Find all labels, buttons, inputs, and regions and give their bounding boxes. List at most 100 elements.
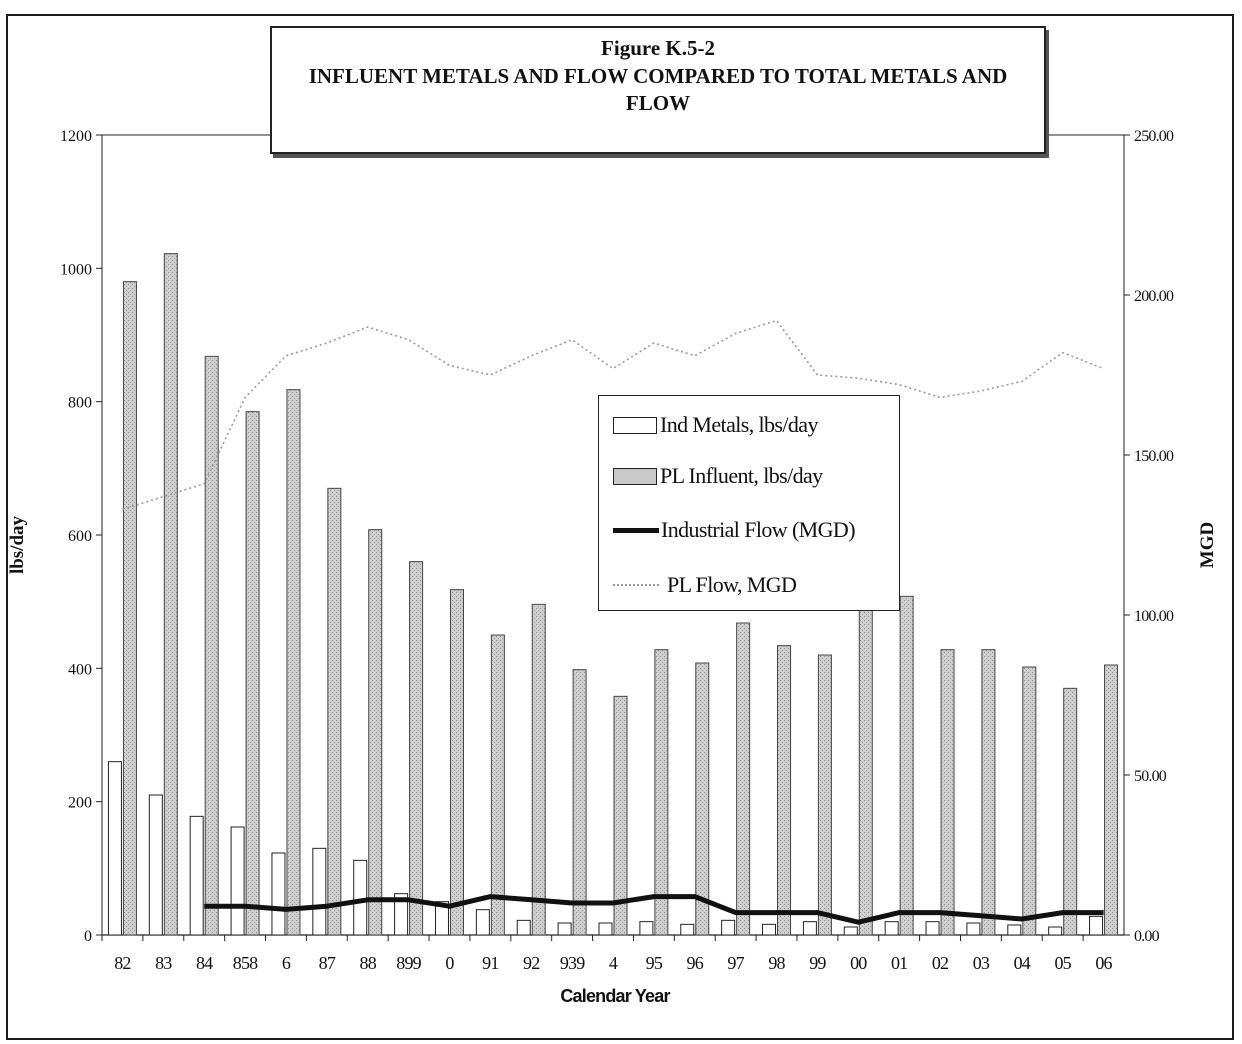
- legend-swatch-industrial-flow: [613, 527, 659, 533]
- x-tick-label: 04: [1014, 953, 1031, 973]
- legend-label-industrial-flow: Industrial Flow (MGD): [661, 517, 856, 542]
- x-tick-label: 4: [609, 953, 618, 973]
- y2-tick-label: 250.00: [1134, 128, 1174, 145]
- x-tick-label: 91: [482, 953, 498, 973]
- y-tick-label: 800: [68, 395, 92, 412]
- bar-ind-metals: [353, 859, 368, 936]
- bar-pl-influent: [286, 389, 301, 936]
- bar-pl-influent: [981, 649, 996, 936]
- bar-pl-influent: [531, 603, 546, 936]
- x-tick-label: 00: [850, 953, 867, 973]
- bar-pl-influent: [1104, 664, 1119, 936]
- x-tick-label: 99: [809, 953, 826, 973]
- bar-ind-metals: [1089, 915, 1104, 936]
- line-industrial-flow: [204, 894, 1104, 925]
- x-tick-label: 98: [768, 953, 785, 973]
- bar-pl-influent: [940, 649, 955, 936]
- bar-pl-influent: [1022, 666, 1037, 936]
- x-tick-label: 87: [319, 953, 336, 973]
- x-tick-label: 95: [646, 953, 663, 973]
- bar-ind-metals: [762, 923, 777, 936]
- x-tick-label: 899: [396, 953, 421, 973]
- bar-pl-influent: [368, 529, 383, 936]
- bar-pl-influent: [899, 595, 914, 936]
- bar-ind-metals: [680, 923, 695, 936]
- legend-swatch-ind-metals: [613, 416, 657, 434]
- y-tick-label: 0: [84, 928, 92, 945]
- bar-ind-metals: [230, 826, 245, 936]
- bar-ind-metals: [1048, 926, 1063, 936]
- bar-pl-influent: [572, 669, 587, 936]
- bar-ind-metals: [1007, 924, 1022, 936]
- y-tick-label: 1200: [60, 128, 92, 145]
- y2-axis-title: MGD: [1197, 521, 1218, 569]
- bar-pl-influent: [122, 281, 137, 936]
- x-tick-label: 05: [1054, 953, 1071, 973]
- bar-pl-influent: [409, 561, 424, 936]
- legend-item-pl-flow: PL Flow, MGD: [613, 570, 797, 600]
- x-tick-label: 96: [687, 953, 704, 973]
- bar-ind-metals: [843, 926, 858, 936]
- bar-pl-influent: [858, 609, 873, 936]
- chart-title-line1: Figure K.5-2: [601, 36, 715, 60]
- bar-pl-influent: [736, 622, 751, 936]
- legend-swatch-pl-influent: [613, 467, 657, 485]
- x-tick-label: 82: [114, 953, 130, 973]
- bar-pl-influent: [163, 253, 178, 936]
- x-tick-label: 83: [155, 953, 172, 973]
- y2-tick-label: 200.00: [1134, 288, 1174, 305]
- bar-ind-metals: [107, 761, 122, 936]
- legend-label-pl-influent: PL Influent, lbs/day: [660, 463, 823, 488]
- bar-pl-influent: [204, 355, 219, 936]
- x-tick-label: 03: [973, 953, 990, 973]
- bar-ind-metals: [148, 794, 163, 936]
- bar-pl-influent: [695, 662, 710, 936]
- legend-label-ind-metals: Ind Metals, lbs/day: [660, 412, 818, 437]
- chart-title-box: Figure K.5-2 INFLUENT METALS AND FLOW CO…: [270, 26, 1046, 154]
- bar-ind-metals: [516, 919, 531, 936]
- x-tick-label: 84: [196, 953, 213, 973]
- y-tick-label: 1000: [60, 261, 92, 278]
- x-tick-label: 6: [282, 953, 291, 973]
- bar-ind-metals: [598, 922, 613, 936]
- legend-item-industrial-flow: Industrial Flow (MGD): [613, 515, 856, 545]
- x-tick-label: 0: [445, 953, 454, 973]
- bar-ind-metals: [639, 921, 654, 936]
- bar-ind-metals: [966, 922, 981, 936]
- x-tick-label: 92: [523, 953, 539, 973]
- y2-tick-label: 100.00: [1134, 608, 1174, 625]
- bar-pl-influent: [327, 487, 342, 936]
- bar-ind-metals: [434, 901, 449, 936]
- y-tick-label: 600: [68, 528, 92, 545]
- bar-pl-influent: [654, 649, 669, 936]
- bar-ind-metals: [394, 893, 409, 936]
- legend-swatch-pl-flow: [613, 584, 659, 586]
- legend-item-pl-influent: PL Influent, lbs/day: [613, 461, 823, 491]
- legend-item-ind-metals: Ind Metals, lbs/day: [613, 410, 818, 440]
- bar-pl-influent: [245, 411, 260, 936]
- y2-tick-label: 50.00: [1134, 768, 1167, 785]
- bar-pl-influent: [817, 654, 832, 936]
- x-tick-label: 02: [932, 953, 948, 973]
- y2-tick-label: 150.00: [1134, 448, 1174, 465]
- bar-ind-metals: [884, 921, 899, 936]
- bar-ind-metals: [721, 919, 736, 936]
- y-axis-title: lbs/day: [7, 515, 28, 575]
- legend-label-pl-flow: PL Flow, MGD: [667, 572, 797, 597]
- y-tick-label: 400: [68, 661, 92, 678]
- y-tick-label: 200: [68, 795, 92, 812]
- bar-ind-metals: [189, 815, 204, 936]
- chart-title-line2: INFLUENT METALS AND FLOW COMPARED TO TOT…: [308, 64, 1008, 115]
- bar-ind-metals: [925, 921, 940, 936]
- x-tick-label: 939: [560, 953, 585, 973]
- bar-pl-influent: [449, 589, 464, 936]
- x-tick-label: 858: [233, 953, 258, 973]
- x-tick-label: 97: [727, 953, 744, 973]
- bar-ind-metals: [271, 852, 286, 936]
- bar-ind-metals: [312, 847, 327, 936]
- bar-pl-influent: [490, 634, 505, 936]
- bar-pl-influent: [1063, 687, 1078, 936]
- chart-legend: Ind Metals, lbs/day PL Influent, lbs/day…: [598, 395, 900, 611]
- bar-ind-metals: [475, 909, 490, 936]
